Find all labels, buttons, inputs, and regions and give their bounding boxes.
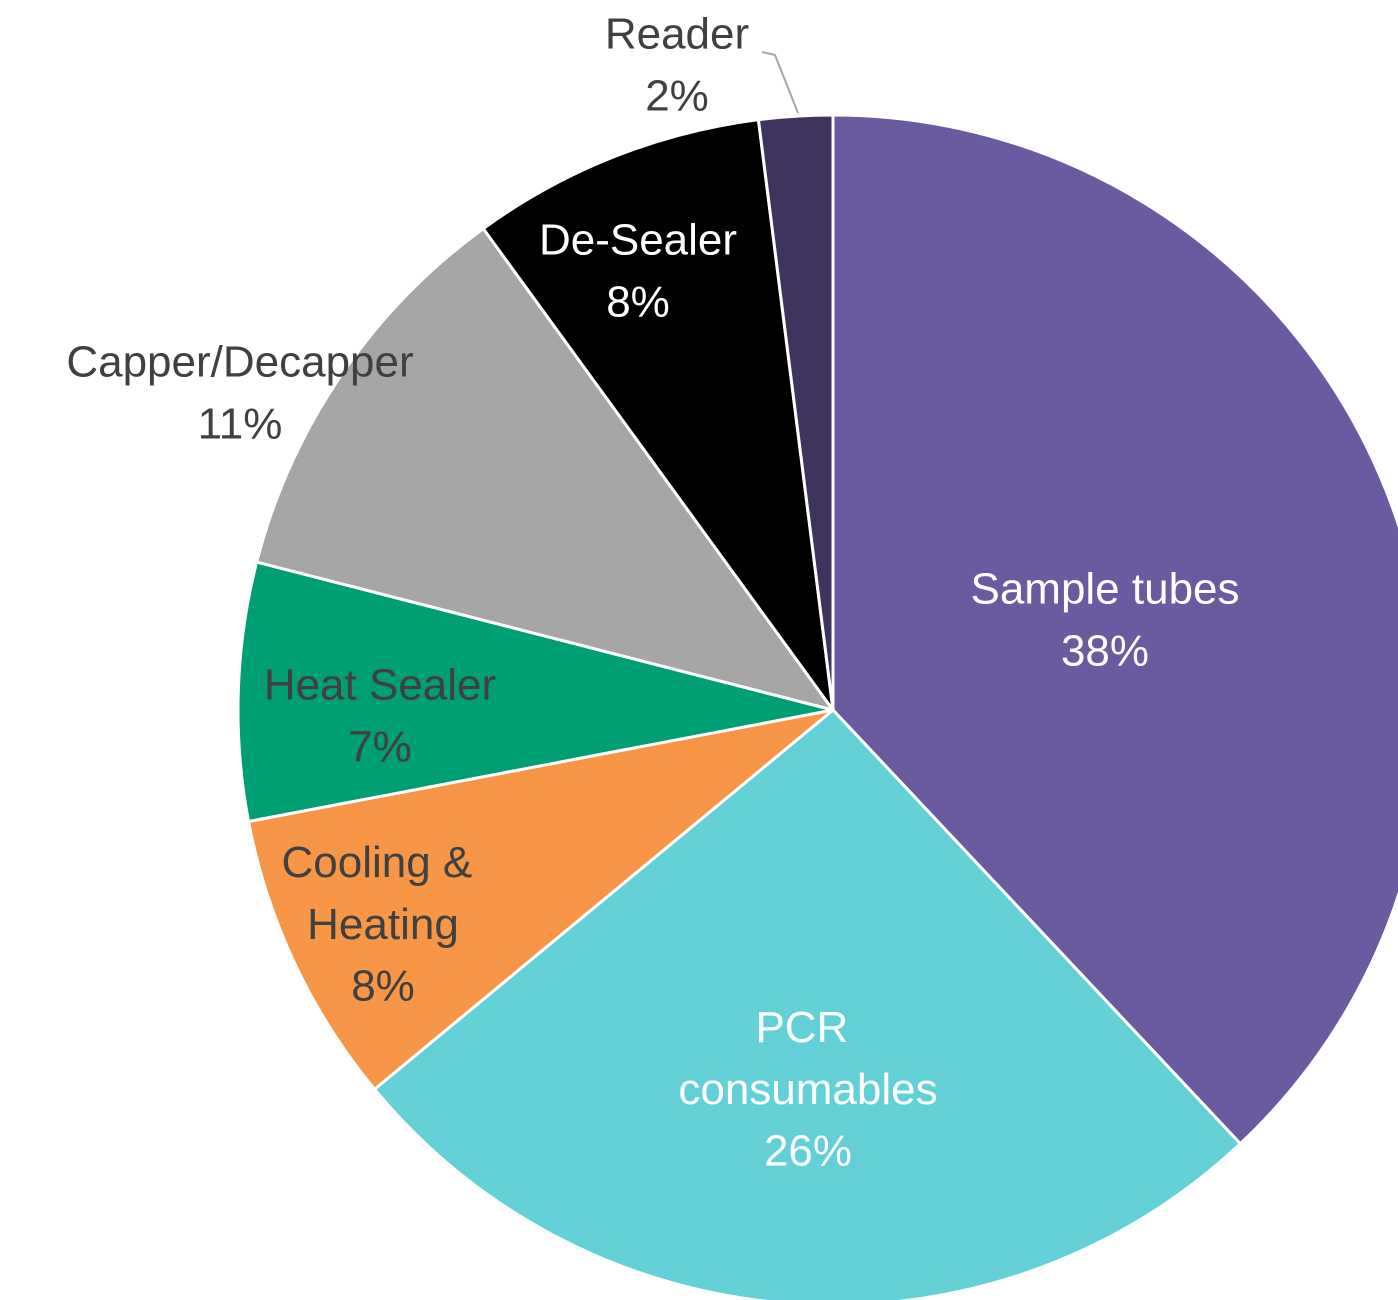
label-line: Cooling & [281, 838, 484, 887]
label-line: consumables [678, 1065, 937, 1114]
slice-label: Capper/Decapper [66, 338, 413, 387]
slice-label: Sample tubes [970, 565, 1239, 614]
slice-value-label: 38% [1061, 627, 1149, 676]
slice-value-label: 26% [764, 1127, 852, 1176]
slice-value-label: 8% [351, 962, 415, 1011]
pie-slice [756, 113, 835, 711]
slice-label: PCR consumables [678, 1003, 937, 1114]
pie-slice [831, 113, 1398, 1146]
slice-value-label: 8% [606, 278, 670, 327]
slice-value-label: 2% [645, 72, 709, 121]
pie-slice [246, 708, 834, 1092]
pie-slice [236, 560, 834, 824]
pie-slice [372, 707, 1243, 1300]
pie-slice [254, 226, 837, 713]
pie-slice [481, 118, 835, 711]
slice-label: Cooling & Heating [281, 838, 484, 949]
label-line: Heating [307, 900, 459, 949]
leader-line [761, 51, 799, 114]
slice-label: Reader [605, 10, 749, 59]
slice-value-label: 11% [198, 400, 283, 449]
slice-label: De-Sealer [539, 216, 737, 265]
label-line: PCR [755, 1003, 860, 1052]
slice-value-label: 7% [348, 723, 412, 772]
slice-label: Heat Sealer [264, 661, 496, 710]
